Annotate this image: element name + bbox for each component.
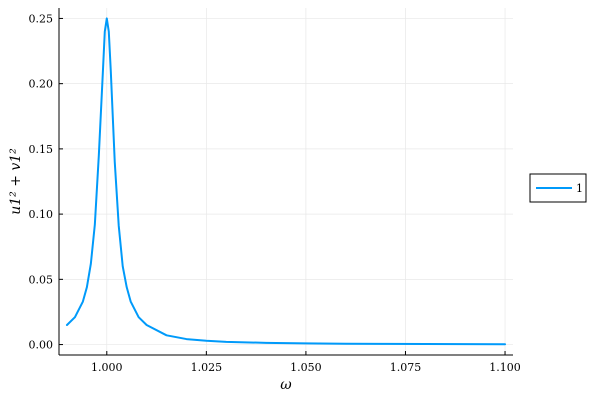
ticks: 1.000 1.025 1.050 1.075 1.100 0.00 0.05 0.10 0.1… [29, 12, 521, 374]
x-axis-title: ω [280, 377, 292, 393]
y-tick-label: 0.15 [29, 143, 54, 156]
x-tick-label: 1.100 [489, 361, 521, 374]
y-tick-label: 0.10 [29, 208, 54, 221]
x-tick-label: 1.050 [290, 361, 322, 374]
grid [59, 8, 513, 355]
legend-label: 1 [576, 182, 583, 195]
y-tick-label: 0.25 [29, 12, 54, 25]
legend: 1 [529, 173, 587, 203]
series [65, 17, 507, 346]
series-line-1 [65, 17, 507, 346]
y-axis-title: u1² + v1² [8, 148, 24, 215]
y-tick-label: 0.05 [29, 273, 54, 286]
x-tick-label: 1.000 [91, 361, 123, 374]
axes [58, 8, 513, 356]
x-tick-label: 1.075 [390, 361, 422, 374]
y-tick-label: 0.20 [29, 78, 54, 91]
x-tick-label: 1.025 [191, 361, 223, 374]
y-tick-label: 0.00 [29, 339, 54, 352]
